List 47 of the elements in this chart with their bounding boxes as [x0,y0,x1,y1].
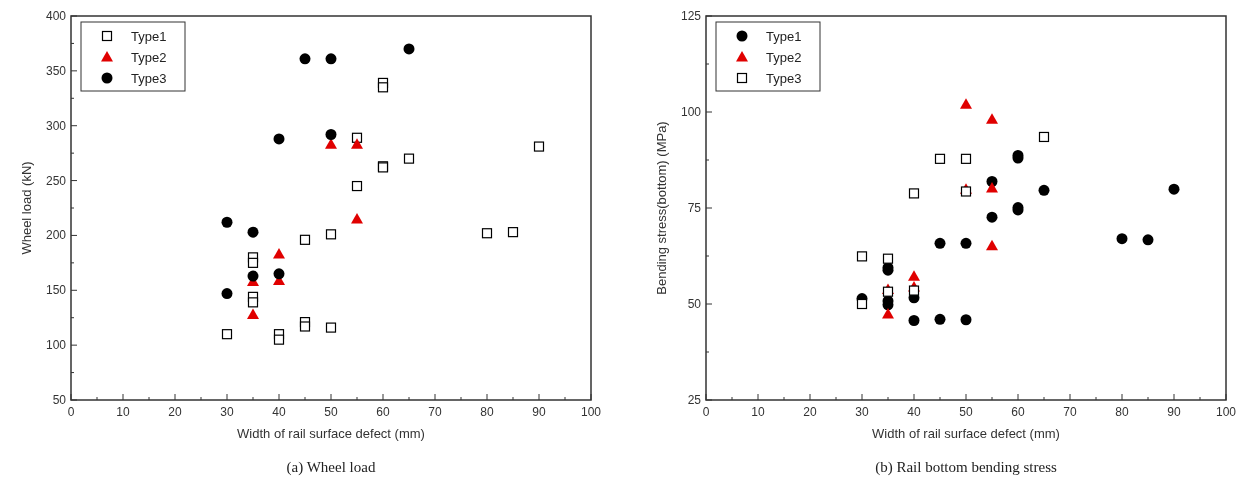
y-tick-label: 100 [680,105,702,119]
x-tick-label: 100 [1215,405,1237,419]
x-tick-label: 30 [220,405,234,419]
legend-label: Type2 [131,50,167,65]
x-tick-label: 80 [480,405,494,419]
y-tick-label: 150 [45,283,67,298]
legend-label: Type3 [131,71,167,86]
x-tick-label: 50 [324,405,338,419]
y-tick-label: 300 [45,118,67,133]
y-tick-label: 350 [45,63,67,78]
legend-label: Type1 [131,29,167,44]
x-tick-label: 50 [959,405,973,419]
text: (b) Rail bottom bending stress [875,459,1057,476]
x-tick-label: 20 [803,405,817,419]
y-axis-title: Wheel load (kN) [19,161,34,255]
x-axis-title: Width of rail surface defect (mm) [237,426,425,441]
y-tick-label: 125 [680,9,702,23]
y-tick-label: 50 [52,393,67,407]
legend-label: Type1 [766,29,802,44]
x-tick-label: 0 [702,405,710,419]
y-tick-label: 100 [45,338,67,353]
x-tick-label: 10 [116,405,130,419]
x-tick-label: 40 [272,405,286,419]
x-tick-label: 10 [751,405,765,419]
y-tick-label: 75 [687,201,702,215]
x-tick-label: 60 [376,405,390,419]
x-tick-label: 90 [1167,405,1181,419]
x-tick-label: 40 [907,405,921,419]
x-axis-title: Width of rail surface defect (mm) [872,426,1060,441]
x-tick-label: 30 [855,405,869,419]
y-tick-label: 50 [687,297,702,311]
text: (a) Wheel load [286,459,376,476]
y-axis-title: Bending stress(bottom) (MPa) [654,121,669,295]
y-tick-label: 200 [45,228,67,243]
x-tick-label: 60 [1011,405,1025,419]
x-tick-label: 80 [1115,405,1129,419]
legend-label: Type3 [766,71,802,86]
x-tick-label: 100 [580,405,602,419]
legend-label: Type2 [766,50,802,65]
x-tick-label: 90 [532,405,546,419]
y-tick-label: 25 [687,393,702,407]
x-tick-label: 20 [168,405,182,419]
x-tick-label: 70 [428,405,442,419]
y-tick-label: 400 [45,9,67,23]
x-tick-label: 0 [67,405,75,419]
x-tick-label: 70 [1063,405,1077,419]
y-tick-label: 250 [45,173,67,188]
